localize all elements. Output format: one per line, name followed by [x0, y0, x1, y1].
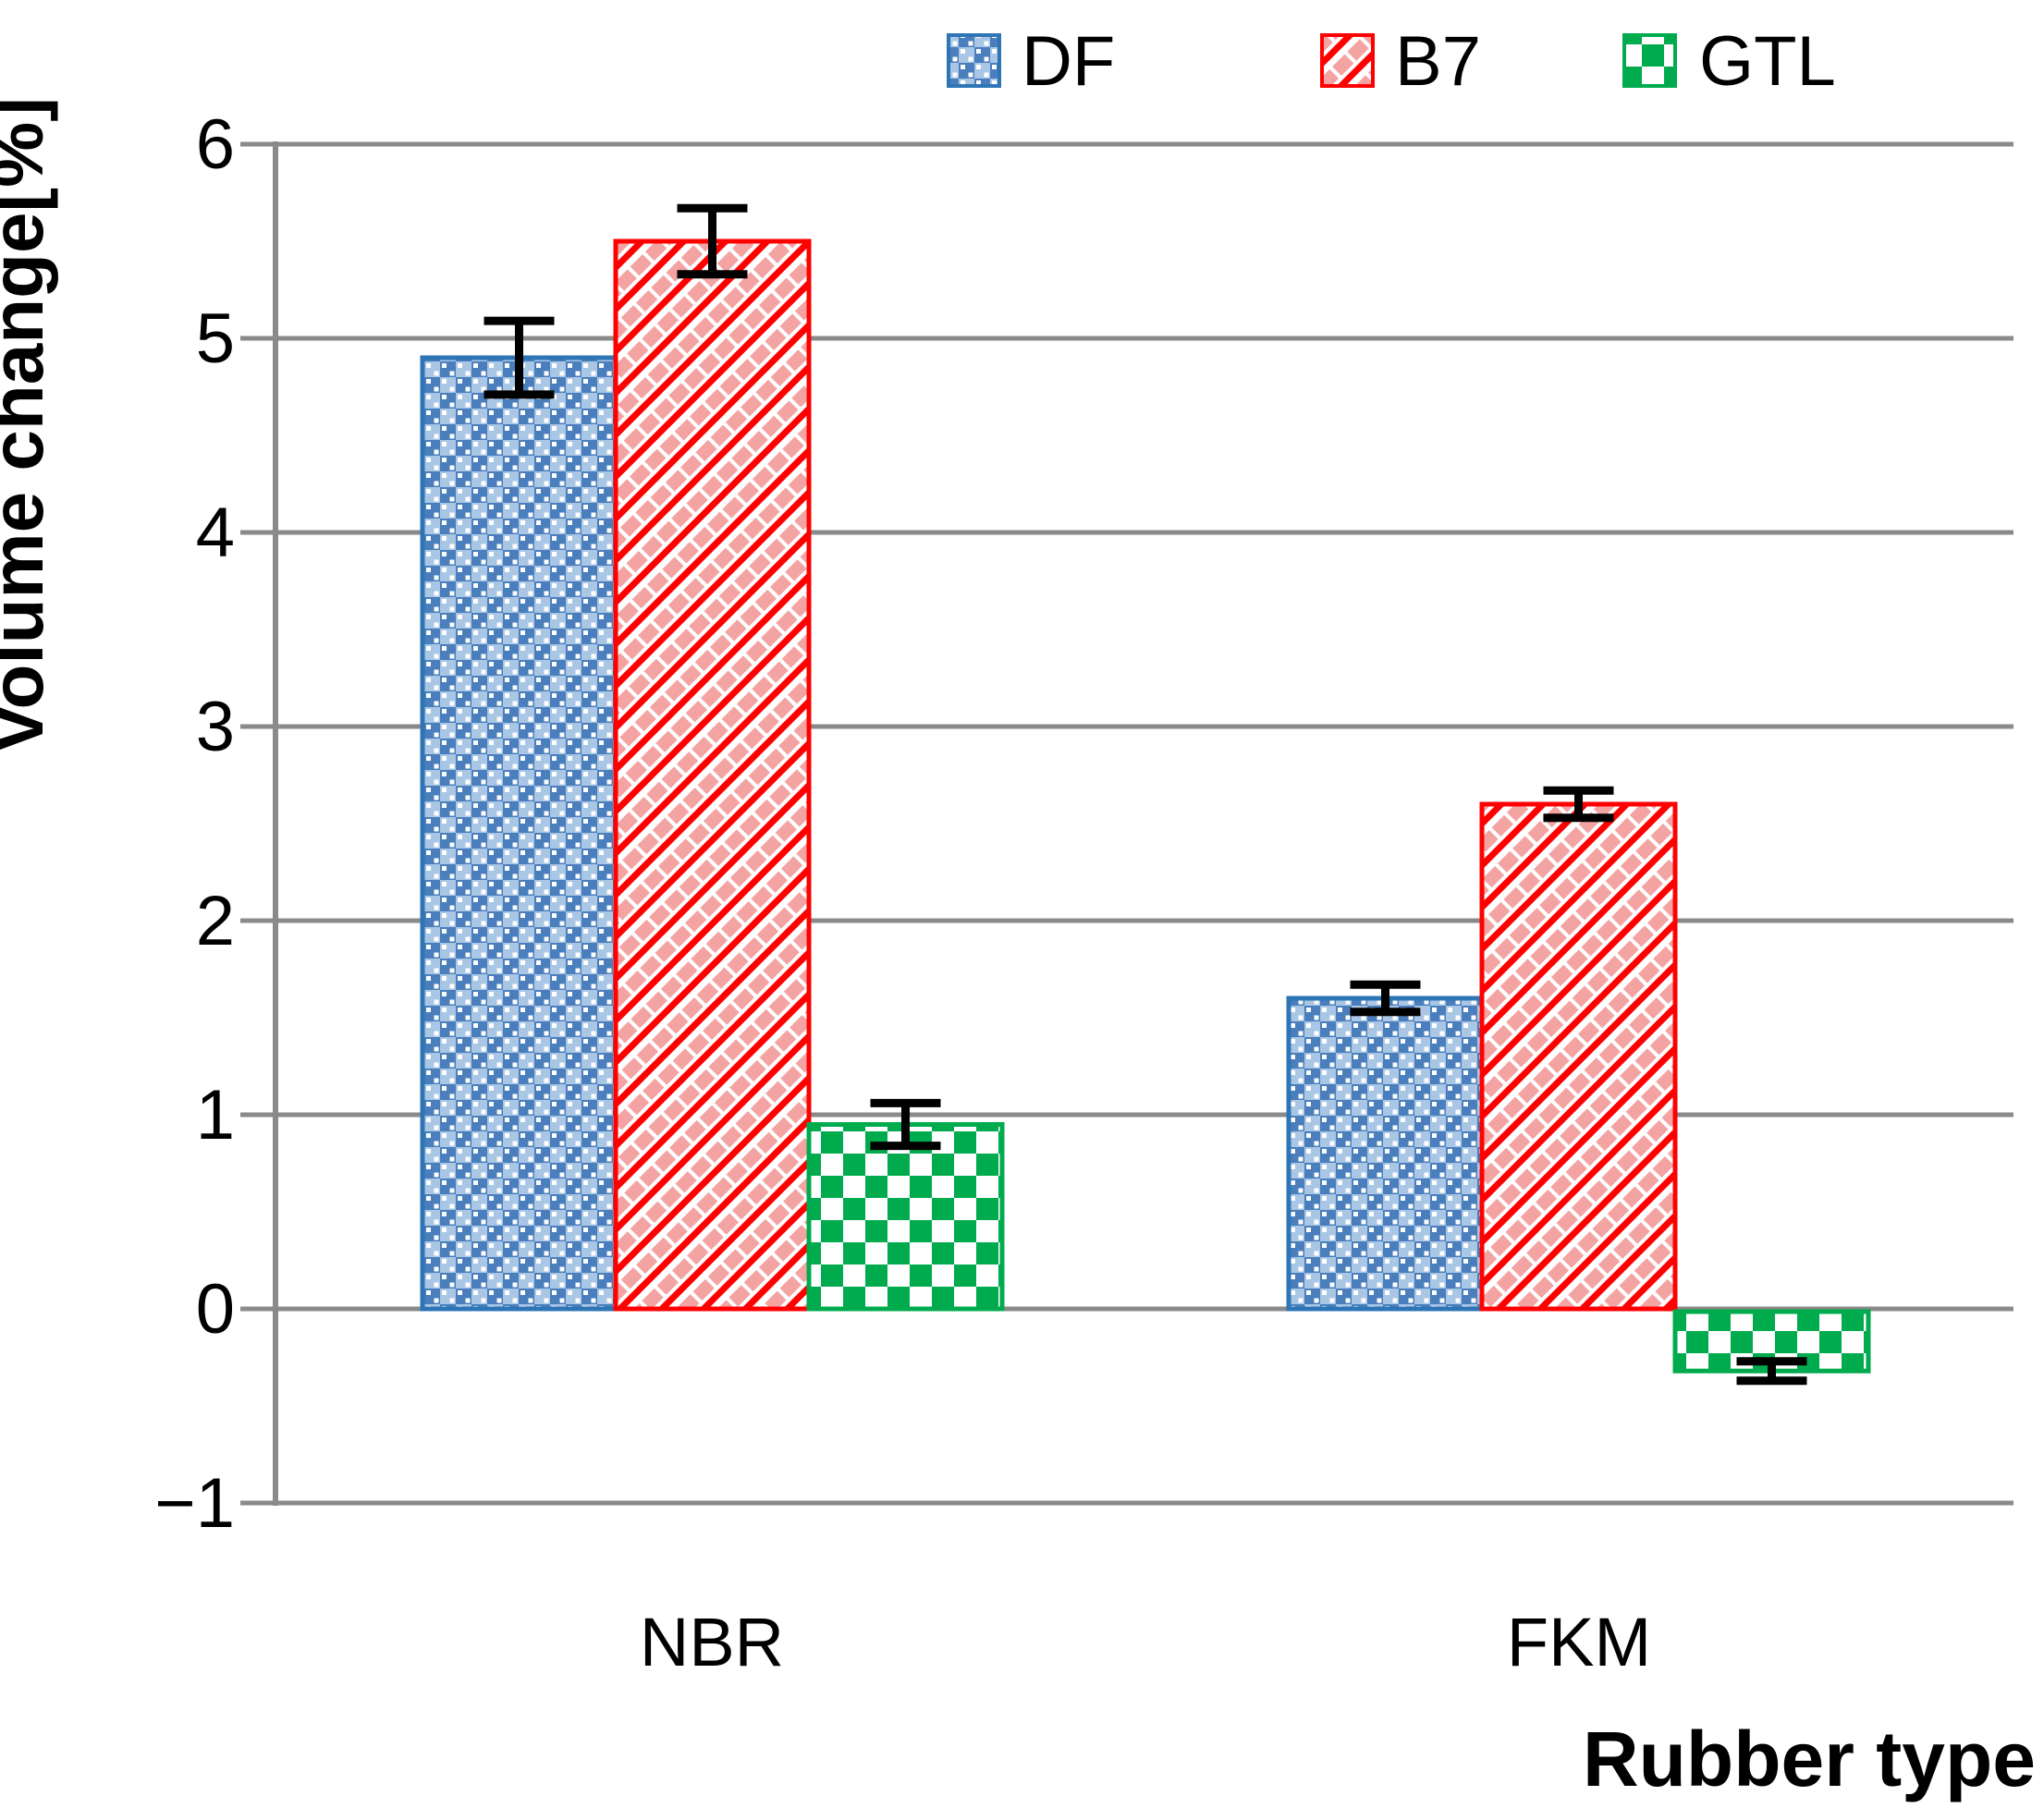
error-bar-FKM-DF	[1350, 980, 1421, 1017]
bar-NBR-B7	[613, 238, 812, 1312]
bar-FKM-B7	[1479, 801, 1678, 1312]
error-bar-NBR-DF	[483, 316, 555, 399]
y-tick-label-2: 2	[196, 882, 235, 960]
bar-NBR-DF	[420, 355, 618, 1312]
category-label-nbr: NBR	[640, 1604, 784, 1680]
error-bar-NBR-B7	[677, 203, 748, 279]
y-axis-layer	[240, 141, 278, 1506]
y-tick-label-0: 0	[196, 1270, 235, 1349]
legend-label-df: DF	[1022, 22, 1115, 101]
legend-swatch-df	[947, 33, 1001, 88]
y-tick-label-1: 1	[196, 1076, 235, 1154]
bars-layer	[420, 238, 1871, 1374]
error-bar-NBR-GTL	[870, 1098, 941, 1151]
legend-swatch-b7	[1320, 33, 1375, 88]
y-tick-label-5: 5	[196, 299, 235, 378]
x-axis-title: Rubber type	[1583, 1716, 2036, 1802]
legend-label-gtl: GTL	[1699, 22, 1836, 101]
y-tick-label-3: 3	[196, 688, 235, 766]
bar-FKM-DF	[1286, 996, 1485, 1312]
y-tick-label-4: 4	[196, 494, 235, 572]
category-label-fkm: FKM	[1507, 1604, 1651, 1680]
error-bar-FKM-GTL	[1736, 1357, 1807, 1386]
y-tick-label-6: 6	[196, 105, 235, 184]
y-tick-labels-layer: 6 5 4 3 2 1 0 −1	[154, 105, 235, 1543]
legend-label-b7: B7	[1395, 22, 1481, 101]
error-bar-FKM-B7	[1543, 786, 1614, 823]
error-bars-layer	[483, 203, 1807, 1386]
y-axis-title: Volume change[%]	[0, 97, 58, 753]
legend: DF B7 GTL	[947, 22, 1836, 101]
legend-swatch-gtl	[1622, 33, 1677, 88]
y-tick-label--1: −1	[154, 1464, 235, 1543]
bar-NBR-GTL	[806, 1122, 1005, 1312]
